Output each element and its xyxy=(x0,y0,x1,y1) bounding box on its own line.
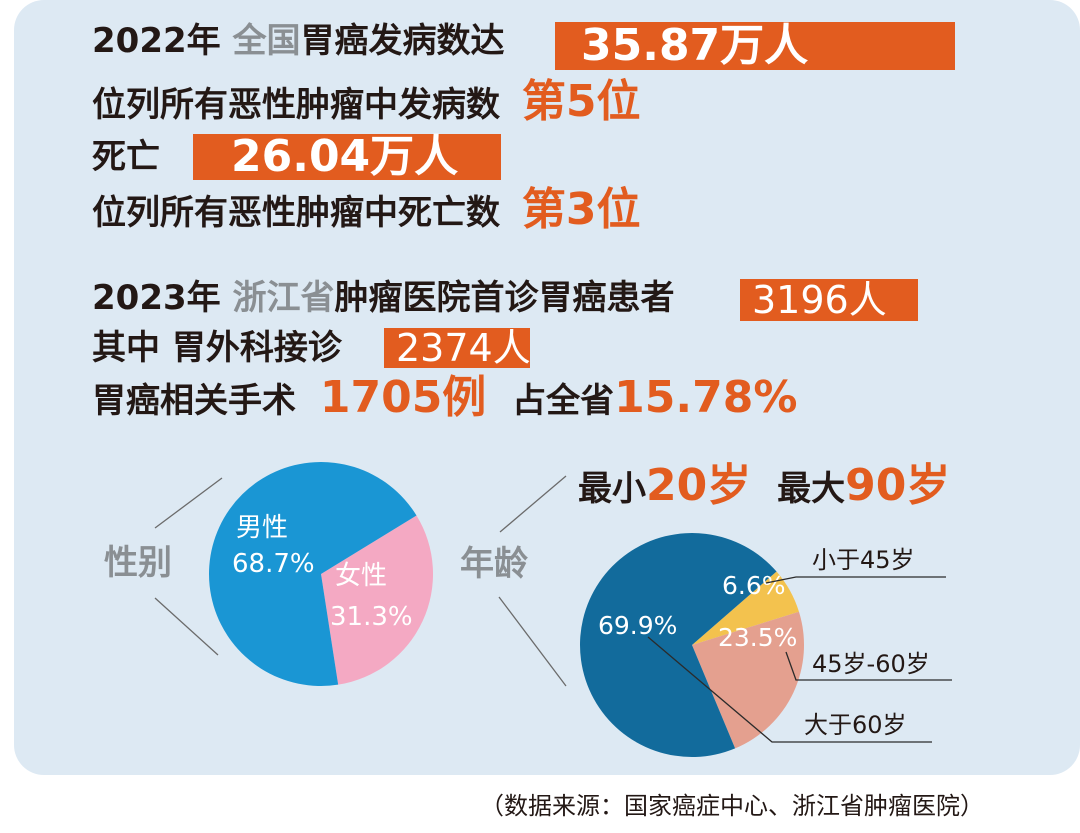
infographic-card xyxy=(14,0,1080,775)
operations-value: 1705例 xyxy=(319,372,487,423)
age-bracket-top xyxy=(499,475,567,533)
incidence-rank-text: 位列所有恶性肿瘤中发病数 xyxy=(92,85,500,125)
min-age-value: 20岁 xyxy=(646,460,752,511)
share-value: 15.78% xyxy=(614,372,798,423)
scope-national: 全国 xyxy=(232,21,301,61)
gastric-surgery-text: 其中 胃外科接诊 xyxy=(92,328,342,368)
value-45-60: 23.5% xyxy=(718,623,797,652)
death-rank-text: 位列所有恶性肿瘤中死亡数 xyxy=(92,193,500,233)
stat-line-3: 死亡 xyxy=(92,136,160,178)
stat-line-6: 其中 胃外科接诊 xyxy=(92,327,342,369)
callout-45-60 xyxy=(785,651,952,681)
callout-under45 xyxy=(765,576,946,584)
stat-line-5: 2023年 浙江省肿瘤医院首诊胃癌患者 xyxy=(92,277,674,319)
gender-bracket-top xyxy=(154,477,223,529)
operations-text: 胃癌相关手术 xyxy=(92,381,296,421)
incidence-value: 35.87万人 xyxy=(581,20,809,71)
stat-line-7: 胃癌相关手术 1705例 占全省15.78% xyxy=(92,376,797,422)
first-visit-text: 肿瘤医院首诊胃癌患者 xyxy=(334,278,675,318)
age-range-line: 最小20岁 最大90岁 xyxy=(578,464,950,510)
label-female: 女性 xyxy=(335,561,387,591)
callout-over60 xyxy=(647,636,932,743)
stat-line-2: 位列所有恶性肿瘤中发病数 第5位 xyxy=(92,80,640,126)
pie-slice-45-60 xyxy=(692,611,805,749)
gastric-surgery-box: 2374人 xyxy=(384,326,531,370)
value-under45: 6.6% xyxy=(722,571,786,600)
stat-line-1: 2022年 全国胃癌发病数达 xyxy=(92,20,504,62)
max-age-label: 最大 xyxy=(777,469,846,509)
death-value: 26.04万人 xyxy=(231,131,459,182)
value-over60: 69.9% xyxy=(598,611,677,640)
incidence-text: 胃癌发病数达 xyxy=(300,21,505,61)
incidence-value-box: 35.87万人 xyxy=(555,22,955,70)
label-45-60: 45岁-60岁 xyxy=(812,650,930,678)
value-female: 31.3% xyxy=(330,602,413,632)
age-title: 年龄 xyxy=(460,544,528,584)
death-text: 死亡 xyxy=(92,137,160,177)
max-age-value: 90岁 xyxy=(845,460,951,511)
label-male: 男性 xyxy=(236,513,288,543)
label-under45: 小于45岁 xyxy=(812,546,915,574)
min-age-label: 最小 xyxy=(578,469,646,509)
gastric-surgery-value: 2374人 xyxy=(396,326,531,370)
pie-slice-male xyxy=(209,462,417,687)
first-visit-box: 3196人 xyxy=(740,279,918,321)
year-2022: 2022年 xyxy=(92,21,221,61)
incidence-rank: 第5位 xyxy=(521,76,641,127)
label-over60: 大于60岁 xyxy=(804,711,907,739)
data-source: （数据来源：国家癌症中心、浙江省肿瘤医院） xyxy=(480,792,984,820)
value-male: 68.7% xyxy=(232,549,315,579)
gender-title: 性别 xyxy=(104,543,172,583)
share-text: 占全省 xyxy=(512,381,615,421)
death-rank: 第3位 xyxy=(521,184,641,235)
gender-bracket-bottom xyxy=(154,597,219,656)
pie-slice-over60 xyxy=(580,532,777,757)
death-value-box: 26.04万人 xyxy=(193,134,501,180)
org-zhejiang: 浙江省 xyxy=(232,278,335,318)
stat-line-4: 位列所有恶性肿瘤中死亡数 第3位 xyxy=(92,188,640,234)
year-2023: 2023年 xyxy=(92,278,221,318)
pie-slice-female xyxy=(321,515,434,685)
first-visit-value: 3196人 xyxy=(752,278,887,322)
age-bracket-bottom xyxy=(498,596,567,687)
pie-slice-under45 xyxy=(692,571,799,645)
